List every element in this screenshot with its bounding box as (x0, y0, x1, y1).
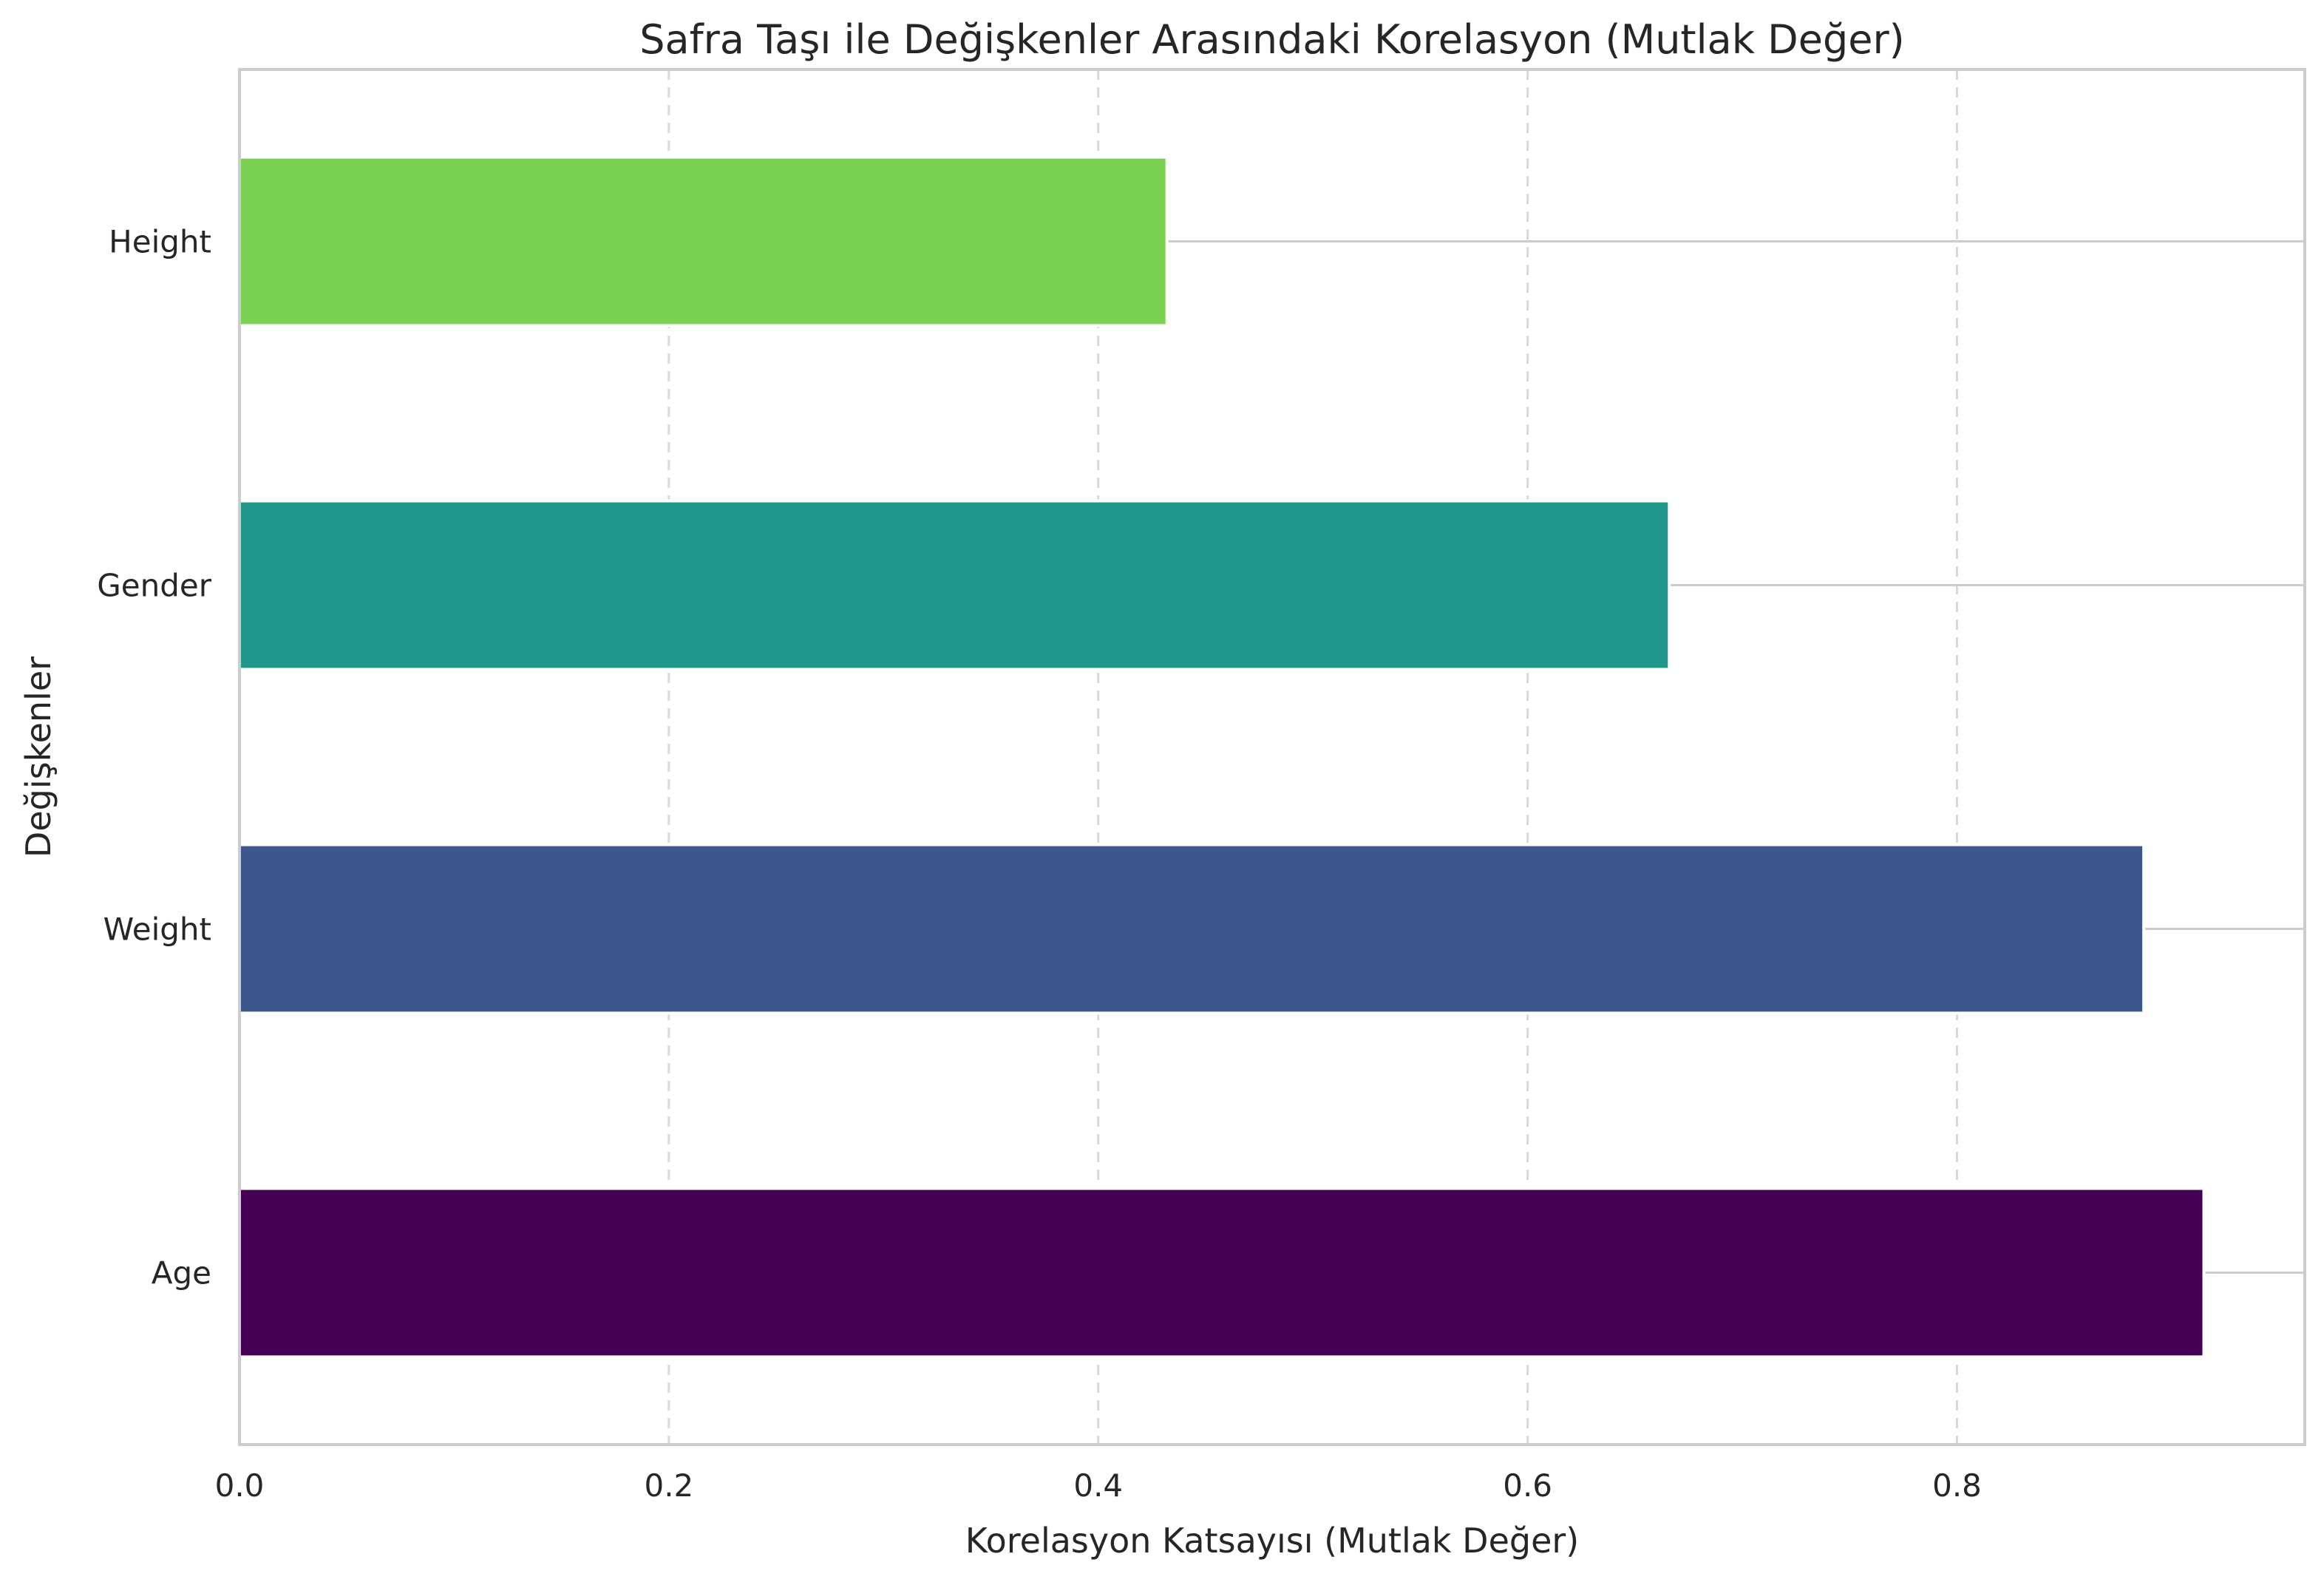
y-tick-label: Weight (103, 912, 211, 948)
chart-title: Safra Taşı ile Değişkenler Arasındaki Ko… (639, 16, 1904, 63)
bar-age (238, 1187, 2206, 1359)
y-tick-label: Gender (97, 568, 212, 604)
x-tick-label: 0.0 (215, 1467, 265, 1504)
x-tick-label: 0.2 (644, 1467, 693, 1504)
y-tick-label: Height (109, 224, 211, 260)
plot-frame (238, 68, 2306, 1446)
x-axis-label: Korelasyon Katsayısı (Mutlak Değer) (965, 1521, 1580, 1561)
x-tick-label: 0.4 (1073, 1467, 1123, 1504)
x-tick-label: 0.6 (1503, 1467, 1552, 1504)
bar-weight (238, 843, 2146, 1015)
x-tick-label: 0.8 (1932, 1467, 1982, 1504)
tick-layer: 0.0 0.2 0.4 0.6 0.8 Age Weight Gender Height (97, 224, 1982, 1504)
bar-layer (238, 155, 2206, 1359)
y-tick-label: Age (152, 1255, 211, 1292)
bar-height (238, 155, 1169, 327)
bar-gender (238, 499, 1671, 671)
y-axis-label: Değişkenler (18, 656, 58, 858)
